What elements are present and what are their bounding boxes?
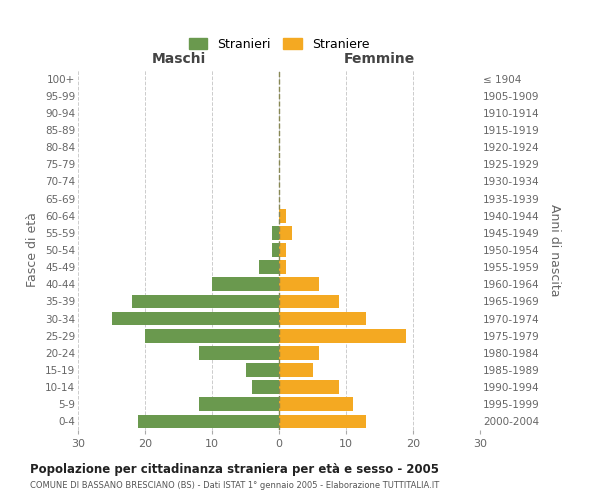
Bar [131, 294, 279, 308]
Bar [199, 398, 279, 411]
Bar [272, 226, 279, 239]
Bar [145, 329, 279, 342]
Bar [259, 260, 279, 274]
Bar [279, 226, 292, 239]
Bar [279, 294, 340, 308]
Legend: Stranieri, Straniere: Stranieri, Straniere [184, 33, 374, 56]
Text: Femmine: Femmine [344, 52, 415, 66]
Bar [138, 414, 279, 428]
Text: COMUNE DI BASSANO BRESCIANO (BS) - Dati ISTAT 1° gennaio 2005 - Elaborazione TUT: COMUNE DI BASSANO BRESCIANO (BS) - Dati … [30, 481, 439, 490]
Bar [272, 243, 279, 257]
Bar [245, 363, 279, 377]
Bar [252, 380, 279, 394]
Bar [199, 346, 279, 360]
Bar [279, 278, 319, 291]
Text: Popolazione per cittadinanza straniera per età e sesso - 2005: Popolazione per cittadinanza straniera p… [30, 462, 439, 475]
Bar [279, 260, 286, 274]
Bar [279, 329, 406, 342]
Bar [279, 346, 319, 360]
Bar [279, 363, 313, 377]
Bar [212, 278, 279, 291]
Y-axis label: Anni di nascita: Anni di nascita [548, 204, 561, 296]
Bar [279, 243, 286, 257]
Bar [279, 414, 366, 428]
Bar [112, 312, 279, 326]
Y-axis label: Fasce di età: Fasce di età [26, 212, 40, 288]
Bar [279, 312, 366, 326]
Bar [279, 398, 353, 411]
Bar [279, 209, 286, 222]
Text: Maschi: Maschi [151, 52, 206, 66]
Bar [279, 380, 340, 394]
